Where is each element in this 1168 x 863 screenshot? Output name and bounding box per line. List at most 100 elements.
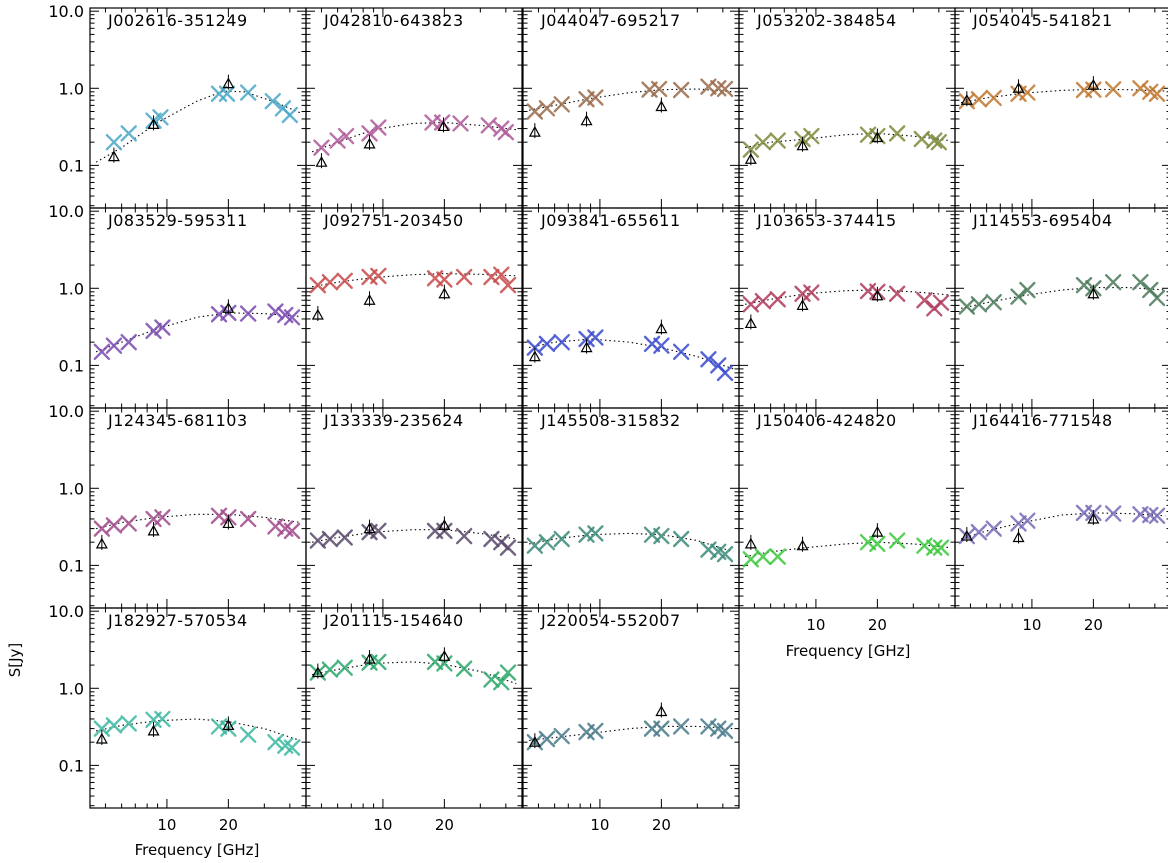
- model-curve: [960, 512, 1166, 540]
- data-point: [650, 80, 668, 98]
- panel-title: J164416-771548: [972, 411, 1113, 430]
- panel-frame: [89, 607, 307, 809]
- data-point: [455, 527, 473, 545]
- data-point: [526, 537, 544, 554]
- x-tick-label: 10: [806, 616, 825, 634]
- data-point: [869, 535, 886, 553]
- data-point: [932, 539, 950, 556]
- data-point: [436, 271, 453, 288]
- y-tick-label: 0.1: [59, 556, 84, 575]
- data-point: [553, 96, 570, 113]
- data-point: [105, 133, 123, 151]
- data-point: [239, 510, 257, 528]
- triangle-point: [438, 519, 451, 531]
- data-point: [120, 515, 137, 532]
- panel-title: J133339-235624: [323, 411, 464, 430]
- data-point: [370, 267, 387, 285]
- data-point: [1010, 515, 1027, 532]
- panel-J201115-154640: 10 20 J201115-154640: [305, 607, 523, 834]
- x-tick-label: 20: [435, 816, 454, 834]
- panel-title: J083529-595311: [107, 211, 248, 230]
- data-point: [672, 81, 690, 99]
- triangle-point: [528, 735, 541, 747]
- triangle-point: [95, 732, 108, 744]
- x-axis-label-left: Frequency [GHz]: [135, 841, 260, 859]
- triangle-point: [1087, 78, 1100, 90]
- data-point: [710, 80, 727, 97]
- data-point: [1132, 273, 1149, 291]
- data-point: [970, 296, 988, 313]
- y-tick-label: 0.1: [59, 156, 84, 175]
- triangle-point: [1012, 531, 1025, 543]
- triangle-point: [147, 118, 160, 130]
- panel-frame: [305, 7, 523, 209]
- panel-title: J201115-154640: [323, 611, 464, 630]
- triangle-point: [222, 517, 235, 529]
- panel-frame: [522, 407, 740, 609]
- data-point: [888, 532, 906, 549]
- panel-J133339-235624: J133339-235624: [305, 407, 523, 609]
- data-point: [321, 530, 339, 548]
- y-tick-label: 1.0: [59, 79, 84, 98]
- panel-frame: [305, 607, 523, 809]
- data-point: [672, 530, 690, 548]
- triangle-point: [528, 125, 541, 137]
- triangle-point: [438, 287, 451, 299]
- data-point: [499, 539, 517, 556]
- data-point: [1148, 289, 1166, 307]
- triangle-point: [871, 289, 884, 301]
- data-point: [1132, 80, 1149, 97]
- x-tick-label: 10: [1022, 616, 1041, 634]
- data-point: [754, 292, 772, 310]
- data-point: [313, 139, 330, 156]
- panel-title: J053202-384854: [756, 11, 897, 30]
- x-axis-label-mid: Frequency [GHz]: [786, 642, 911, 660]
- x-tick-label: 10: [590, 816, 609, 834]
- data-point: [1104, 81, 1122, 98]
- data-point: [283, 309, 301, 326]
- data-point: [587, 329, 604, 346]
- data-point: [120, 715, 137, 732]
- data-point: [970, 91, 988, 108]
- data-point: [120, 125, 137, 142]
- triangle-point: [796, 139, 809, 151]
- x-tick-label: 10: [373, 816, 392, 834]
- triangle-point: [960, 529, 973, 541]
- data-point: [105, 517, 123, 534]
- triangle-point: [311, 666, 324, 678]
- data-point: [283, 522, 301, 540]
- data-point: [154, 509, 171, 526]
- panel-J093841-655611: J093841-655611: [522, 207, 740, 409]
- data-point: [587, 89, 604, 106]
- y-tick-label: 0.1: [59, 356, 84, 375]
- panel-title: J103653-374415: [756, 211, 897, 230]
- data-point: [803, 127, 820, 145]
- triangle-point: [95, 537, 108, 549]
- data-point: [553, 727, 570, 745]
- data-point: [337, 127, 355, 145]
- data-point: [1104, 273, 1122, 291]
- panel-title: J150406-424820: [756, 411, 897, 430]
- triangle-point: [1087, 287, 1100, 299]
- triangle-point: [655, 100, 668, 112]
- data-point: [700, 718, 717, 735]
- triangle-point: [796, 299, 809, 310]
- data-point: [105, 337, 123, 354]
- triangle-point: [580, 114, 593, 126]
- data-point: [120, 333, 137, 351]
- data-point: [985, 520, 1002, 537]
- panel-frame: [522, 607, 740, 809]
- data-point: [321, 661, 339, 678]
- triangle-point: [871, 131, 884, 143]
- y-tick-label: 1.0: [59, 479, 84, 498]
- data-point: [499, 276, 517, 294]
- data-point: [483, 530, 500, 548]
- panel-title: J114553-695404: [972, 211, 1113, 230]
- panel-J002616-351249: 0.1 1.0 10.0 J002616-351249: [48, 2, 307, 209]
- data-point: [218, 85, 236, 102]
- triangle-point: [655, 322, 668, 334]
- data-point: [672, 343, 690, 361]
- triangle-point: [744, 153, 757, 164]
- triangle-point: [222, 719, 235, 731]
- y-tick-label: 10.0: [48, 402, 84, 421]
